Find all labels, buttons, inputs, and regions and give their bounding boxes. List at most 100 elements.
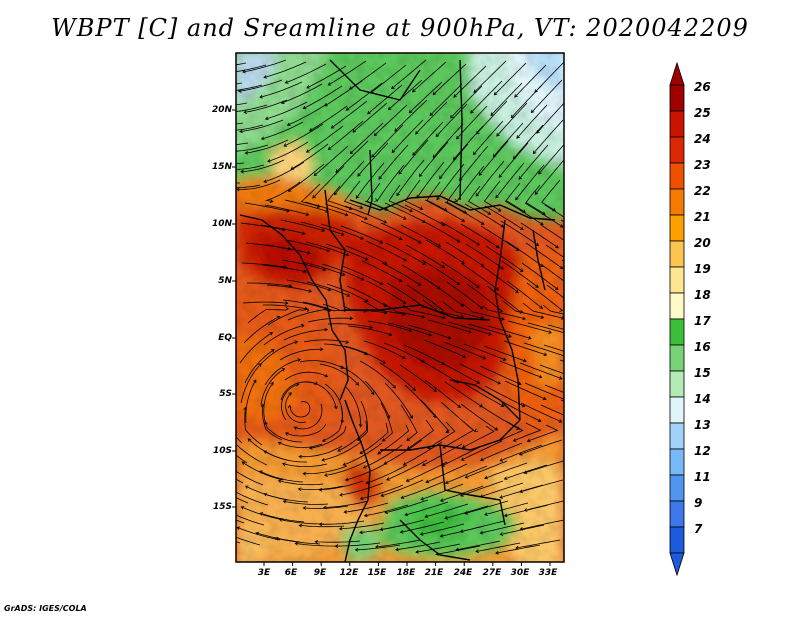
streamline xyxy=(236,64,267,73)
streamline xyxy=(484,385,525,407)
streamline xyxy=(539,364,564,375)
streamline xyxy=(364,200,407,220)
streamline xyxy=(236,536,261,546)
streamline-arrow xyxy=(395,547,399,552)
streamline-arrow xyxy=(502,357,507,361)
streamline xyxy=(427,319,472,333)
streamline-arrow xyxy=(535,242,540,246)
streamline xyxy=(464,383,504,407)
streamline-arrow xyxy=(298,454,302,459)
streamline xyxy=(426,279,464,307)
streamline xyxy=(264,359,301,386)
streamline-arrow xyxy=(588,335,591,338)
streamline-arrow xyxy=(456,135,460,140)
credit-text: GrADS: IGES/COLA xyxy=(4,604,87,613)
streamline-arrow xyxy=(532,150,537,155)
streamline xyxy=(238,79,283,92)
streamline-arrow xyxy=(453,198,458,203)
streamline xyxy=(281,383,299,421)
streamline-arrow xyxy=(475,284,480,288)
streamline-arrow xyxy=(355,382,360,386)
colorbar-min-arrow xyxy=(669,552,685,577)
streamline xyxy=(443,341,486,360)
streamline-arrow xyxy=(450,114,454,119)
streamline-arrow xyxy=(584,399,587,402)
streamline xyxy=(473,60,507,93)
streamline-arrow xyxy=(255,531,260,536)
streamline xyxy=(361,260,402,282)
streamline xyxy=(357,400,368,441)
streamline xyxy=(520,402,562,423)
streamline-arrow xyxy=(402,462,407,466)
streamline xyxy=(363,340,406,359)
streamline-arrow xyxy=(474,428,478,432)
streamline-arrow xyxy=(555,244,559,249)
streamline-arrow xyxy=(327,146,332,150)
streamline-arrow xyxy=(600,222,603,225)
streamline-arrow xyxy=(403,257,407,262)
streamline-arrow xyxy=(494,427,499,431)
streamline-arrow xyxy=(305,308,310,313)
streamline xyxy=(295,543,340,547)
streamline xyxy=(381,262,422,286)
streamline-arrow xyxy=(224,150,227,153)
streamline-arrow xyxy=(294,340,299,344)
colorbar-swatch xyxy=(669,240,685,268)
lat-label: EQ xyxy=(218,333,232,343)
streamline xyxy=(283,500,329,505)
streamline-arrow xyxy=(476,130,480,135)
streamline-arrow xyxy=(537,418,542,423)
streamline-arrow xyxy=(476,380,481,384)
streamline-arrow xyxy=(263,179,268,183)
streamline-arrow xyxy=(418,240,422,244)
streamline xyxy=(536,102,564,134)
streamline xyxy=(422,299,464,318)
streamline xyxy=(337,420,367,452)
streamline xyxy=(565,200,603,224)
streamline xyxy=(346,82,383,111)
streamline xyxy=(559,359,564,362)
streamline-arrow xyxy=(503,513,508,518)
streamline-arrow xyxy=(362,465,367,469)
streamline xyxy=(267,141,309,162)
streamline xyxy=(470,80,503,114)
streamline-arrow xyxy=(203,143,206,146)
streamline xyxy=(309,105,348,132)
streamline xyxy=(283,123,324,147)
streamline-arrow xyxy=(364,351,368,356)
lon-label: 9E xyxy=(313,568,327,578)
streamline-arrow xyxy=(354,547,359,552)
streamline-arrow xyxy=(379,281,384,286)
streamline-arrow xyxy=(406,437,411,441)
streamline-arrow xyxy=(608,330,611,333)
streamline xyxy=(565,380,607,396)
streamline xyxy=(300,221,345,236)
streamline xyxy=(543,344,564,352)
streamline-arrow xyxy=(278,518,283,522)
streamline-arrow xyxy=(543,352,548,357)
streamlines xyxy=(203,59,611,556)
streamline-arrow xyxy=(231,439,234,442)
streamline-arrow xyxy=(480,457,484,462)
streamline-arrow xyxy=(306,251,311,255)
streamline-arrow xyxy=(484,512,488,516)
streamline xyxy=(505,182,526,213)
streamline-arrow xyxy=(241,461,246,465)
streamline-arrow xyxy=(495,244,500,249)
streamline-arrow xyxy=(435,133,440,138)
streamline xyxy=(236,497,249,504)
streamline-arrow xyxy=(539,263,544,267)
streamline xyxy=(279,519,324,525)
streamline-arrow xyxy=(439,175,443,180)
streamline xyxy=(350,122,384,154)
streamline-arrow xyxy=(327,82,332,86)
streamline-arrow xyxy=(555,286,559,291)
streamline-arrow xyxy=(218,529,221,532)
streamline xyxy=(265,101,308,120)
streamline-arrow xyxy=(488,332,492,336)
colorbar-label: 20 xyxy=(694,236,711,250)
streamline xyxy=(467,185,491,215)
streamline xyxy=(480,482,524,498)
streamline xyxy=(525,184,546,215)
colorbar-swatch xyxy=(669,370,685,398)
